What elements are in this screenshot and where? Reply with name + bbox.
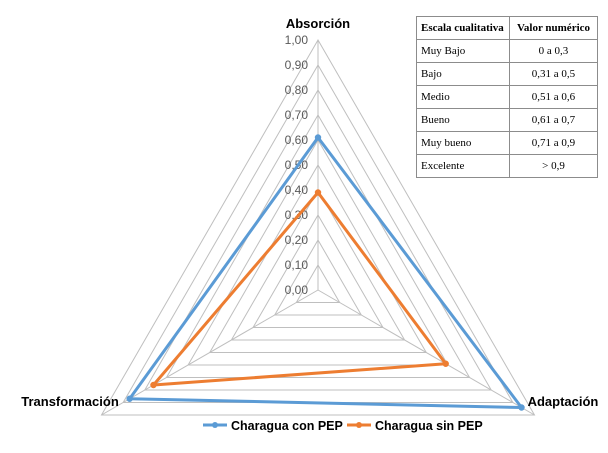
- radial-tick-labels: 0,000,100,200,300,400,500,600,700,800,90…: [285, 33, 309, 297]
- axis-title-transformacion: Transformación: [21, 394, 119, 409]
- tick-label: 0,90: [285, 58, 309, 72]
- table-row: Muy bueno 0,71 a 0,9: [416, 131, 598, 155]
- legend-label-sin-pep: Charagua sin PEP: [375, 419, 483, 433]
- data-point: [518, 404, 525, 411]
- series-layer: [126, 134, 525, 411]
- scale-range: 0,51 a 0,6: [509, 85, 598, 109]
- header-escala: Escala cualitativa: [416, 16, 510, 40]
- grid-spoke: [317, 289, 535, 416]
- tick-label: 0,60: [285, 133, 309, 147]
- scale-category: Muy bueno: [416, 131, 510, 155]
- scale-range: 0 a 0,3: [509, 39, 598, 63]
- series-line-1: [151, 191, 448, 387]
- data-point: [314, 189, 322, 196]
- axis-title-absorcion: Absorción: [286, 16, 350, 31]
- tick-label: 1,00: [285, 33, 309, 47]
- grid-ring: [252, 213, 384, 328]
- data-point: [442, 360, 449, 367]
- table-header-row: Escala cualitativa Valor numérico: [416, 16, 598, 40]
- table-row: Bajo 0,31 a 0,5: [416, 62, 598, 86]
- scale-category: Medio: [416, 85, 510, 109]
- table-row: Muy Bajo 0 a 0,3: [416, 39, 598, 63]
- grid-ring: [208, 163, 428, 353]
- grid-ring: [100, 38, 536, 416]
- table-row: Bueno 0,61 a 0,7: [416, 108, 598, 132]
- tick-label: 0,70: [285, 108, 309, 122]
- grid-ring: [187, 138, 449, 366]
- tick-label: 0,40: [285, 183, 309, 197]
- data-point: [150, 381, 157, 389]
- grid-ring: [273, 238, 363, 316]
- legend-marker-con-pep: [212, 422, 218, 428]
- qualitative-scale-table: Escala cualitativa Valor numérico Muy Ba…: [416, 16, 598, 178]
- table-row: Medio 0,51 a 0,6: [416, 85, 598, 109]
- tick-label: 0,80: [285, 83, 309, 97]
- data-point: [126, 395, 133, 402]
- grid-ring: [230, 188, 406, 341]
- axis-title-adaptacion: Adaptación: [528, 394, 599, 409]
- tick-label: 0,20: [285, 233, 309, 247]
- tick-label: 0,10: [285, 258, 309, 272]
- scale-range: > 0,9: [509, 154, 598, 178]
- header-valor: Valor numérico: [509, 16, 598, 40]
- tick-label: 0,00: [285, 283, 309, 297]
- chart-legend: Charagua con PEP Charagua sin PEP: [203, 419, 483, 433]
- legend-label-con-pep: Charagua con PEP: [231, 419, 343, 433]
- grid-ring: [143, 88, 493, 391]
- table-row: Excelente > 0,9: [416, 154, 598, 178]
- scale-range: 0,31 a 0,5: [509, 62, 598, 86]
- scale-category: Bueno: [416, 108, 510, 132]
- data-point: [314, 134, 322, 141]
- scale-range: 0,71 a 0,9: [509, 131, 598, 155]
- series-line-0: [128, 136, 524, 409]
- grid-ring: [295, 263, 341, 303]
- scale-category: Bajo: [416, 62, 510, 86]
- scale-category: Muy Bajo: [416, 39, 510, 63]
- scale-range: 0,61 a 0,7: [509, 108, 598, 132]
- grid-spoke: [101, 289, 319, 416]
- legend-marker-sin-pep: [356, 422, 362, 428]
- scale-category: Excelente: [416, 154, 510, 178]
- grid-ring: [165, 113, 471, 378]
